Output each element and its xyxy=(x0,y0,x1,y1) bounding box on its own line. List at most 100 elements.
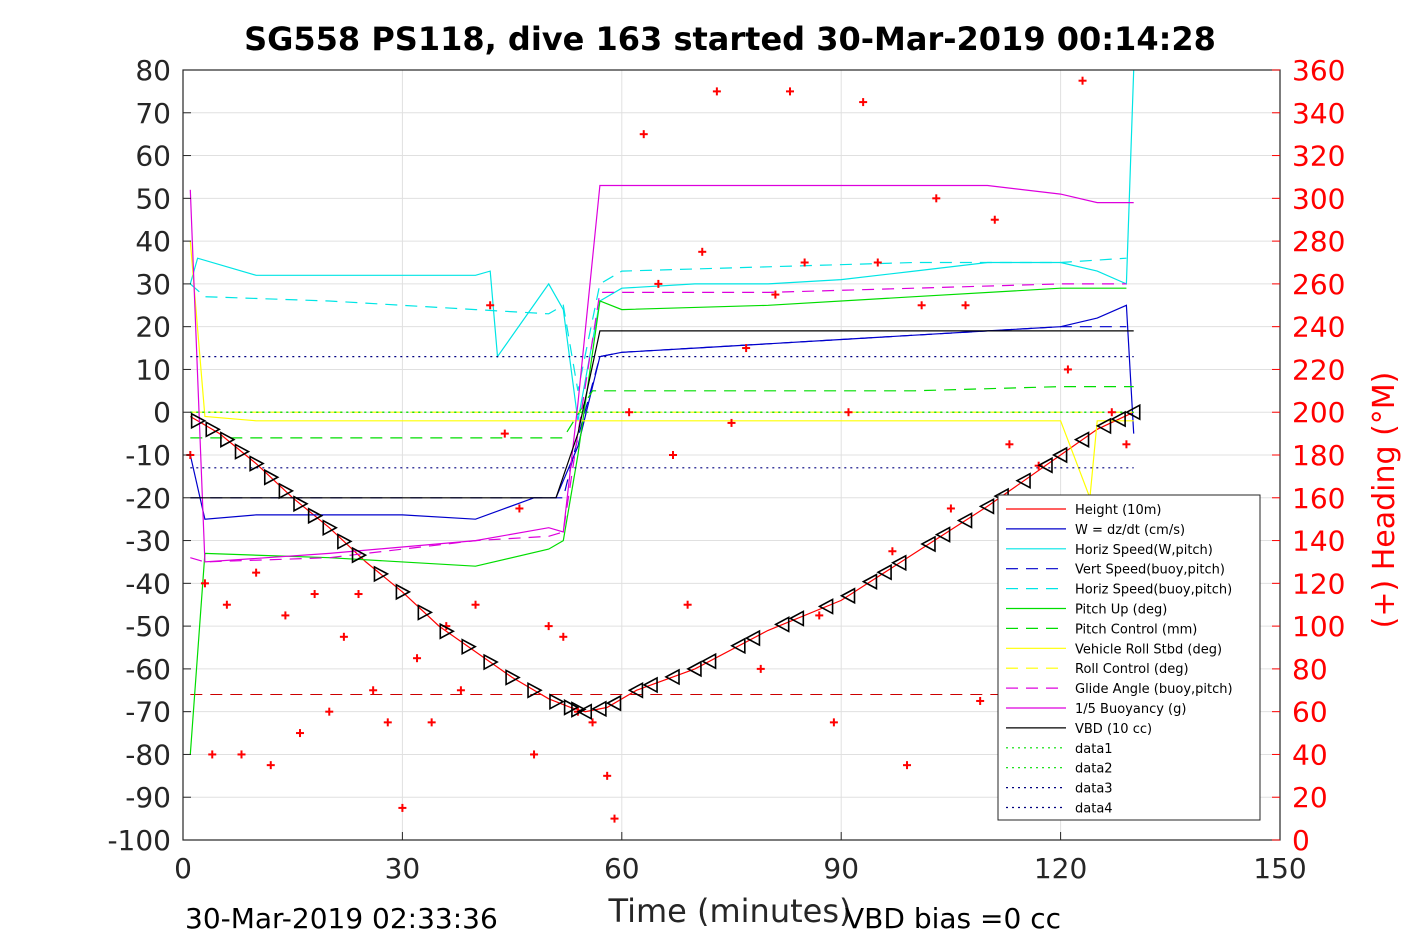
heading-point xyxy=(742,344,751,353)
height-marker xyxy=(956,512,973,529)
height-marker xyxy=(934,526,951,543)
legend-label: Horiz Speed(W,pitch) xyxy=(1075,543,1213,558)
heading-point xyxy=(903,761,912,770)
y-tick-label: 20 xyxy=(135,311,171,344)
right-y-tick-label: 160 xyxy=(1292,482,1345,515)
right-y-tick-label: 340 xyxy=(1292,97,1345,130)
right-y-tick-label: 260 xyxy=(1292,268,1345,301)
height-marker xyxy=(307,507,324,525)
heading-point xyxy=(786,87,795,96)
right-y-tick-label: 320 xyxy=(1292,140,1345,173)
x-tick-label: 150 xyxy=(1253,852,1306,885)
right-y-tick-label: 300 xyxy=(1292,182,1345,215)
right-y-tick-label: 40 xyxy=(1292,738,1328,771)
height-marker xyxy=(1095,417,1112,435)
y-axis-ticks: 80 70 60 50 40 30 20 10 0 -10 -20 -30 -40 -50 -60 -70 -8… xyxy=(107,54,191,857)
series-line-6 xyxy=(190,386,1134,439)
legend-label: W = dz/dt (cm/s) xyxy=(1075,523,1185,538)
right-y-axis-label: (+) Heading (°M) xyxy=(1367,372,1402,629)
heading-point xyxy=(588,718,597,727)
legend-entry: data3 xyxy=(1006,782,1113,797)
right-y-tick-label: 120 xyxy=(1292,567,1345,600)
heading-point xyxy=(888,547,897,556)
y-tick-label: -90 xyxy=(125,781,171,814)
right-y-tick-label: 240 xyxy=(1292,311,1345,344)
y-tick-label: -100 xyxy=(107,824,171,857)
legend-entry: Vehicle Roll Stbd (deg) xyxy=(1006,642,1222,657)
y-tick-label: 80 xyxy=(135,54,171,87)
legend-entry: VBD (10 cc) xyxy=(1006,722,1152,737)
right-y-tick-label: 140 xyxy=(1292,525,1345,558)
heading-point xyxy=(668,451,677,459)
legend-label: Glide Angle (buoy,pitch) xyxy=(1075,682,1233,697)
height-marker xyxy=(278,482,295,500)
height-marker xyxy=(322,519,338,537)
legend-entry: Height (10m) xyxy=(1006,503,1161,518)
height-marker xyxy=(549,693,565,711)
legend-label: Pitch Control (mm) xyxy=(1075,622,1197,637)
legend-entry: Horiz Speed(W,pitch) xyxy=(1006,543,1213,558)
y-tick-label: 70 xyxy=(135,97,171,130)
height-marker xyxy=(920,535,936,553)
height-markers xyxy=(190,403,1141,721)
heading-point xyxy=(486,301,495,310)
height-marker xyxy=(642,676,658,694)
height-marker xyxy=(439,622,455,640)
legend-label: Vert Speed(buoy,pitch) xyxy=(1075,563,1225,578)
heading-point xyxy=(829,718,838,727)
height-marker xyxy=(605,694,622,712)
height-marker xyxy=(788,610,805,627)
heading-point xyxy=(844,408,853,417)
height-marker xyxy=(483,653,499,671)
heading-point xyxy=(456,686,465,695)
heading-point xyxy=(237,750,246,759)
height-marker xyxy=(373,565,390,583)
heading-point xyxy=(639,130,648,139)
legend-entry: Horiz Speed(buoy,pitch) xyxy=(1006,583,1232,598)
heading-point xyxy=(325,707,334,716)
heading-point xyxy=(310,590,319,599)
height-marker xyxy=(1125,403,1141,421)
heading-point xyxy=(544,622,553,631)
legend-entry: W = dz/dt (cm/s) xyxy=(1006,523,1185,538)
heading-point xyxy=(1005,440,1014,449)
height-marker xyxy=(461,638,477,655)
series-line-5 xyxy=(189,287,1127,755)
legend-entry: Pitch Control (mm) xyxy=(1006,622,1197,637)
legend-label: Roll Control (deg) xyxy=(1075,662,1189,677)
height-marker xyxy=(686,660,702,678)
height-marker xyxy=(576,703,593,721)
heading-point xyxy=(383,718,392,727)
heading-point xyxy=(961,301,970,310)
height-marker xyxy=(417,604,434,621)
height-marker xyxy=(505,669,521,686)
series-line-10 xyxy=(189,184,1134,563)
legend-entry: Vert Speed(buoy,pitch) xyxy=(1006,563,1225,578)
right-y-tick-label: 100 xyxy=(1292,610,1345,643)
right-y-tick-label: 360 xyxy=(1292,54,1345,87)
heading-point xyxy=(990,215,999,224)
right-y-tick-label: 180 xyxy=(1292,439,1345,472)
heading-point xyxy=(200,579,209,588)
heading-point xyxy=(800,258,809,267)
x-tick-label: 90 xyxy=(823,852,859,885)
y-tick-label: 10 xyxy=(135,353,171,386)
height-marker xyxy=(730,637,746,655)
heading-point xyxy=(976,696,985,705)
y-tick-label: -60 xyxy=(125,653,171,686)
height-marker xyxy=(527,681,543,699)
right-y-tick-label: 0 xyxy=(1292,824,1310,857)
heading-point xyxy=(1078,76,1087,85)
heading-point xyxy=(1107,408,1116,417)
heading-point xyxy=(515,504,524,513)
height-marker xyxy=(817,598,834,615)
y-tick-label: -70 xyxy=(125,696,171,729)
legend-label: data3 xyxy=(1075,782,1113,797)
footer-timestamp: 30-Mar-2019 02:33:36 xyxy=(185,902,498,935)
heading-point xyxy=(654,279,663,288)
heading-point xyxy=(1063,365,1072,374)
heading-point xyxy=(946,504,955,513)
y-tick-label: -20 xyxy=(125,482,171,515)
y-tick-label: -50 xyxy=(125,610,171,643)
heading-point xyxy=(339,632,348,641)
